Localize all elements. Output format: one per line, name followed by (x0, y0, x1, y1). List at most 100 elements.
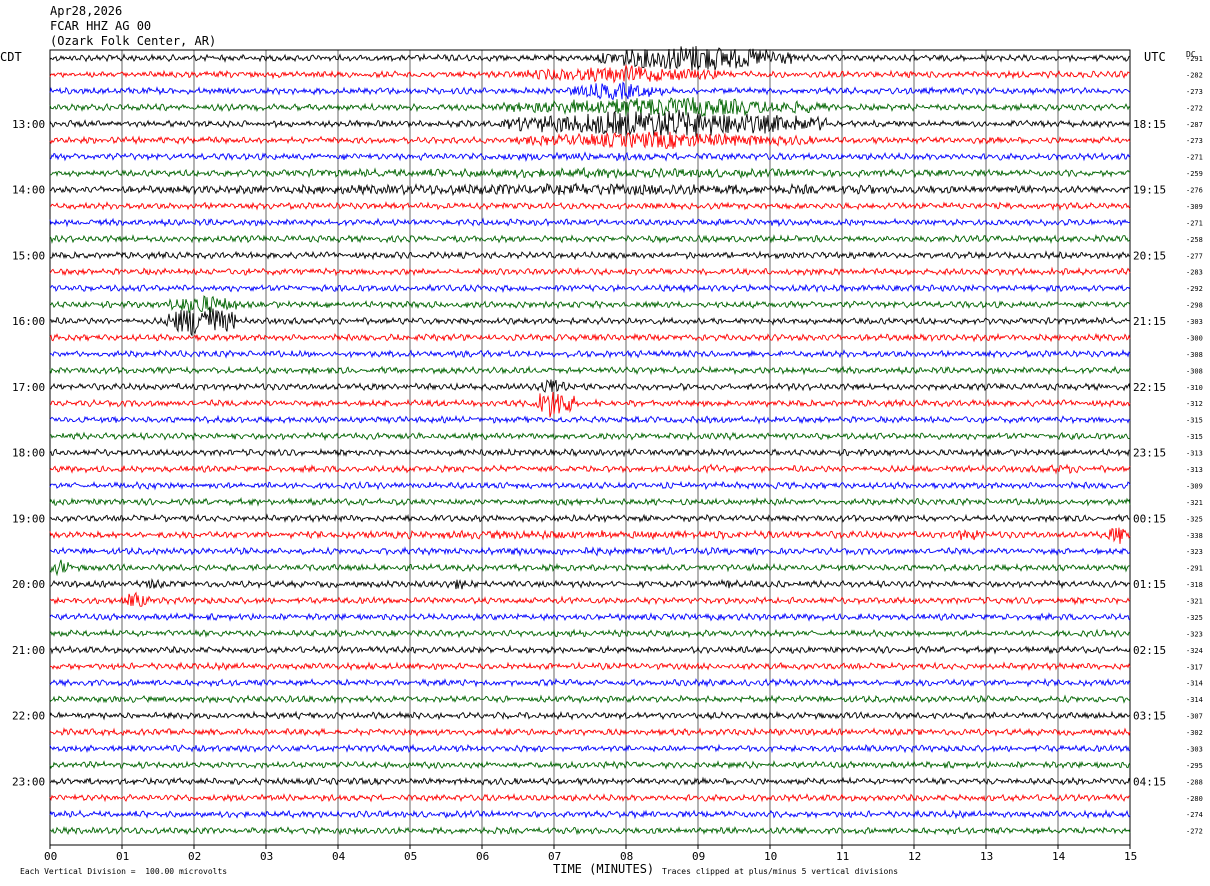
trace-row (49, 332, 1131, 343)
left-time-label: 13:00 (12, 118, 45, 131)
x-tick-label: 13 (980, 850, 993, 863)
dc-offset-label: -313 (1186, 466, 1203, 474)
seismic-trace (49, 431, 1131, 442)
left-time-label: 14:00 (12, 184, 45, 197)
left-time-label: 23:00 (12, 775, 45, 788)
dc-offset-label: -338 (1186, 532, 1203, 540)
trace-row (49, 727, 1131, 737)
dc-offset-label: -309 (1186, 482, 1203, 490)
trace-row (49, 776, 1131, 787)
trace-row (49, 431, 1131, 442)
trace-row (49, 250, 1131, 261)
trace-row (49, 628, 1131, 639)
seismic-trace (49, 628, 1131, 639)
seismic-trace (49, 677, 1131, 688)
dc-offset-label: -259 (1186, 170, 1203, 178)
left-time-label: 21:00 (12, 644, 45, 657)
header-date: Apr28,2026 (50, 4, 123, 18)
trace-row (49, 463, 1131, 475)
dc-offset-label: -310 (1186, 384, 1203, 392)
trace-row (49, 743, 1131, 754)
right-time-label: 22:15 (1133, 381, 1166, 394)
dc-offset-label: -276 (1186, 187, 1203, 195)
x-tick-label: 14 (1052, 850, 1066, 863)
dc-offset-label: -313 (1186, 450, 1203, 458)
seismic-trace (49, 365, 1131, 376)
dc-offset-label: -308 (1186, 351, 1203, 359)
dc-offset-label: -303 (1186, 745, 1203, 753)
seismic-trace (49, 45, 1131, 71)
left-time-label: 18:00 (12, 447, 45, 460)
seismic-trace (49, 463, 1131, 475)
right-time-label: 23:15 (1133, 447, 1166, 460)
dc-offset-label: -283 (1186, 269, 1203, 277)
trace-row (49, 612, 1131, 622)
seismic-trace (49, 63, 1131, 84)
trace-row (49, 527, 1131, 544)
trace-row (49, 546, 1131, 557)
trace-row (49, 661, 1131, 672)
x-tick-label: 10 (764, 850, 777, 863)
x-tick-label: 07 (548, 850, 561, 863)
seismic-trace (49, 480, 1131, 491)
trace-row (49, 447, 1131, 458)
dc-offset-label: -308 (1186, 367, 1203, 375)
trace-row (49, 513, 1131, 524)
dc-offset-label: -272 (1186, 828, 1203, 836)
dc-offset-label: -315 (1186, 417, 1203, 425)
dc-offset-label: -300 (1186, 334, 1203, 342)
left-time-label: 20:00 (12, 578, 45, 591)
seismic-trace (49, 527, 1131, 544)
dc-offset-label: -272 (1186, 104, 1203, 112)
dc-offset-label: -288 (1186, 778, 1203, 786)
seismic-trace (49, 97, 1131, 117)
right-time-label: 04:15 (1133, 775, 1166, 788)
seismic-trace (49, 200, 1131, 211)
x-tick-label: 01 (116, 850, 129, 863)
seismic-trace (49, 809, 1131, 820)
x-tick-label: 06 (476, 850, 489, 863)
trace-row (49, 379, 1131, 393)
x-tick-label: 15 (1124, 850, 1137, 863)
plot-grid (49, 49, 1131, 846)
trace-row (49, 496, 1131, 507)
dc-offset-label: -287 (1186, 121, 1203, 129)
seismic-trace (49, 250, 1131, 261)
dc-offset-label: -315 (1186, 433, 1203, 441)
trace-row (49, 283, 1131, 294)
left-time-label: 19:00 (12, 512, 45, 525)
trace-row (49, 694, 1131, 704)
dc-offset-label: -323 (1186, 548, 1203, 556)
seismic-trace (49, 661, 1131, 672)
seismic-trace (49, 306, 1131, 337)
trace-row (49, 306, 1131, 337)
dc-label: DC (1186, 50, 1196, 59)
trace-row (49, 809, 1131, 820)
seismic-trace (49, 513, 1131, 524)
seismic-trace (49, 332, 1131, 343)
dc-offset-label: -274 (1186, 811, 1203, 819)
dc-offset-label: -309 (1186, 203, 1203, 211)
x-tick-label: 00 (44, 850, 57, 863)
dc-offset-label: -318 (1186, 581, 1203, 589)
dc-offset-label: -312 (1186, 400, 1203, 408)
trace-row (49, 151, 1131, 162)
dc-offset-label: -280 (1186, 795, 1203, 803)
trace-row (49, 81, 1131, 101)
seismic-trace (49, 743, 1131, 754)
dc-offset-label: -302 (1186, 729, 1203, 737)
trace-row (49, 793, 1131, 803)
trace-row (49, 217, 1131, 228)
seismic-trace (49, 710, 1131, 721)
dc-offset-label: -325 (1186, 614, 1203, 622)
trace-row (49, 266, 1131, 277)
seismic-trace (49, 612, 1131, 622)
trace-row (49, 348, 1131, 359)
trace-row (49, 97, 1131, 117)
seismic-trace (49, 233, 1131, 244)
seismic-trace (49, 414, 1131, 425)
right-time-label: 00:15 (1133, 512, 1166, 525)
clip-note: Traces clipped at plus/minus 5 vertical … (662, 867, 899, 876)
header-station: FCAR HHZ AG 00 (50, 19, 152, 33)
seismic-trace (49, 826, 1131, 836)
